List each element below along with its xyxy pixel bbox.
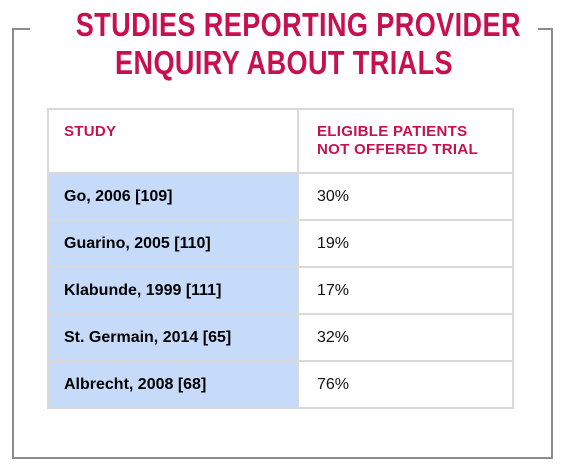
- percent-cell: 30%: [297, 172, 514, 221]
- figure-title: STUDIES REPORTING PROVIDER ENQUIRY ABOUT…: [30, 4, 538, 84]
- study-cell: Albrecht, 2008 [68]: [47, 360, 299, 409]
- header-eligible-line-2: NOT OFFERED TRIAL: [317, 141, 478, 158]
- title-line-1: STUDIES REPORTING PROVIDER: [75, 6, 521, 43]
- percent-cell: 19%: [297, 219, 514, 268]
- table-header-row: STUDY ELIGIBLE PATIENTS NOT OFFERED TRIA…: [47, 108, 514, 174]
- percent-cell: 76%: [297, 360, 514, 409]
- percent-cell: 17%: [297, 266, 514, 315]
- study-cell: Guarino, 2005 [110]: [47, 219, 299, 268]
- studies-table: STUDY ELIGIBLE PATIENTS NOT OFFERED TRIA…: [47, 108, 514, 409]
- table-row: Klabunde, 1999 [111] 17%: [47, 266, 514, 315]
- study-cell: St. Germain, 2014 [65]: [47, 313, 299, 362]
- header-study: STUDY: [47, 108, 299, 174]
- study-cell: Klabunde, 1999 [111]: [47, 266, 299, 315]
- table-row: Go, 2006 [109] 30%: [47, 172, 514, 221]
- header-eligible-line-1: ELIGIBLE PATIENTS: [317, 123, 468, 140]
- study-cell: Go, 2006 [109]: [47, 172, 299, 221]
- title-line-2: ENQUIRY ABOUT TRIALS: [115, 44, 453, 81]
- table-row: Guarino, 2005 [110] 19%: [47, 219, 514, 268]
- percent-cell: 32%: [297, 313, 514, 362]
- table-row: St. Germain, 2014 [65] 32%: [47, 313, 514, 362]
- header-eligible-patients: ELIGIBLE PATIENTS NOT OFFERED TRIAL: [297, 108, 514, 174]
- table-row: Albrecht, 2008 [68] 76%: [47, 360, 514, 409]
